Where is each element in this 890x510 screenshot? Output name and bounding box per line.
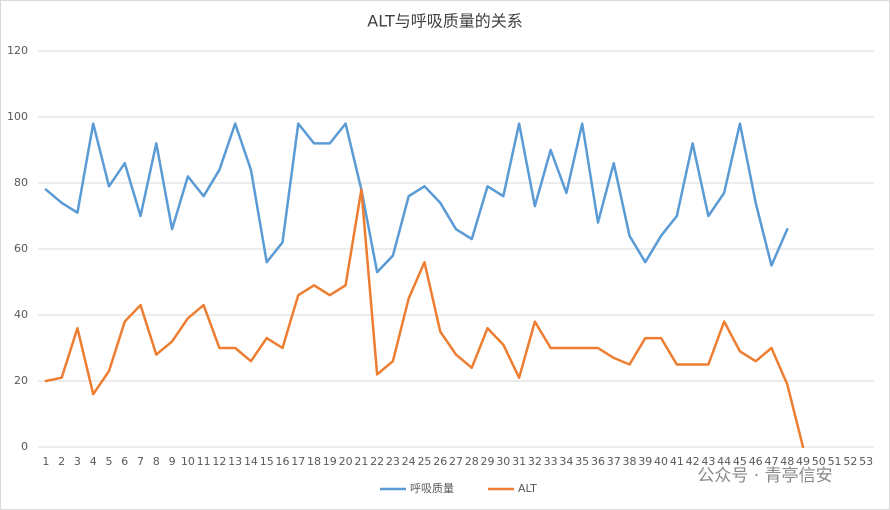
y-tick-label: 20 — [14, 374, 28, 387]
x-tick-label: 22 — [370, 455, 384, 468]
x-tick-label: 44 — [717, 455, 731, 468]
x-tick-label: 50 — [812, 455, 826, 468]
y-tick-label: 120 — [7, 44, 28, 57]
x-tick-label: 27 — [449, 455, 463, 468]
legend-label: 呼吸质量 — [410, 482, 454, 495]
x-tick-label: 28 — [465, 455, 479, 468]
x-tick-label: 39 — [638, 455, 652, 468]
x-tick-label: 41 — [670, 455, 684, 468]
x-tick-label: 19 — [323, 455, 337, 468]
series-line — [44, 122, 789, 274]
x-tick-label: 2 — [58, 455, 65, 468]
x-tick-label: 40 — [654, 455, 668, 468]
y-tick-label: 0 — [21, 440, 28, 453]
x-tick-label: 4 — [90, 455, 97, 468]
x-tick-label: 33 — [544, 455, 558, 468]
x-tick-label: 21 — [354, 455, 368, 468]
x-tick-label: 26 — [433, 455, 447, 468]
x-tick-label: 38 — [623, 455, 637, 468]
y-tick-label: 80 — [14, 176, 28, 189]
x-tick-label: 32 — [528, 455, 542, 468]
x-tick-label: 24 — [402, 455, 416, 468]
x-tick-label: 23 — [386, 455, 400, 468]
x-tick-label: 31 — [512, 455, 526, 468]
x-tick-label: 14 — [244, 455, 258, 468]
y-tick-label: 100 — [7, 110, 28, 123]
x-tick-label: 3 — [74, 455, 81, 468]
x-tick-label: 30 — [496, 455, 510, 468]
x-tick-label: 9 — [169, 455, 176, 468]
x-tick-label: 53 — [859, 455, 873, 468]
x-tick-label: 48 — [780, 455, 794, 468]
chart-title: ALT与呼吸质量的关系 — [367, 12, 522, 31]
x-tick-label: 36 — [591, 455, 605, 468]
x-tick-label: 37 — [607, 455, 621, 468]
x-tick-label: 47 — [764, 455, 778, 468]
x-tick-label: 5 — [105, 455, 112, 468]
y-tick-label: 40 — [14, 308, 28, 321]
series-line — [44, 188, 805, 449]
x-tick-label: 42 — [686, 455, 700, 468]
x-tick-label: 8 — [153, 455, 160, 468]
x-tick-label: 13 — [228, 455, 242, 468]
x-tick-label: 49 — [796, 455, 810, 468]
x-tick-label: 7 — [137, 455, 144, 468]
x-tick-label: 18 — [307, 455, 321, 468]
x-tick-label: 51 — [828, 455, 842, 468]
x-tick-label: 20 — [339, 455, 353, 468]
x-tick-label: 16 — [275, 455, 289, 468]
x-tick-label: 17 — [291, 455, 305, 468]
x-tick-label: 46 — [749, 455, 763, 468]
x-tick-label: 43 — [701, 455, 715, 468]
x-tick-label: 15 — [260, 455, 274, 468]
legend-label: ALT — [518, 482, 537, 495]
x-tick-label: 29 — [481, 455, 495, 468]
watermark: 公众号 · 青亭信安 — [697, 466, 832, 486]
x-tick-label: 12 — [212, 455, 226, 468]
x-tick-label: 25 — [417, 455, 431, 468]
x-tick-label: 34 — [559, 455, 573, 468]
x-tick-label: 1 — [42, 455, 49, 468]
x-tick-label: 35 — [575, 455, 589, 468]
x-tick-label: 6 — [121, 455, 128, 468]
x-tick-label: 52 — [843, 455, 857, 468]
x-tick-label: 11 — [197, 455, 211, 468]
x-tick-label: 10 — [181, 455, 195, 468]
y-tick-label: 60 — [14, 242, 28, 255]
x-tick-label: 45 — [733, 455, 747, 468]
